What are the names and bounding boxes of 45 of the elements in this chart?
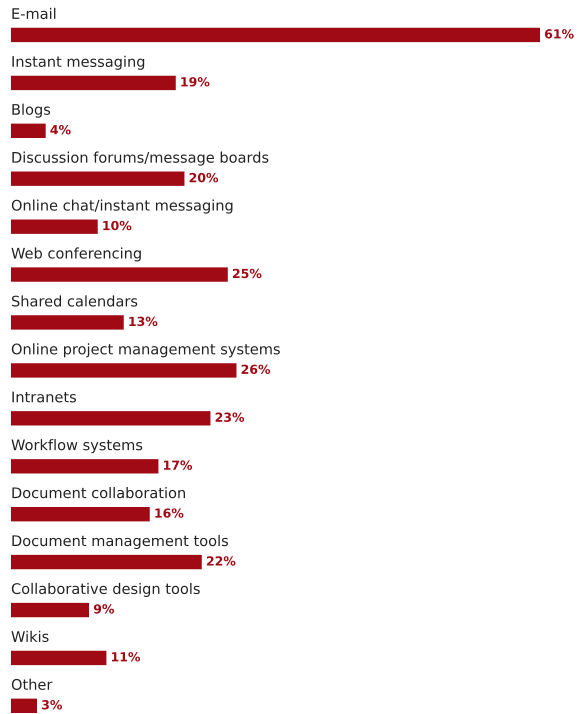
bar: [11, 315, 124, 330]
y-tick-label: Wikis: [11, 630, 49, 642]
data-label: 23%: [216, 412, 244, 422]
data-label: 25%: [232, 268, 262, 278]
y-tick-label: Workflow systems: [11, 439, 142, 454]
data-label: 19%: [181, 77, 210, 87]
y-tick-label: Collaborative design tools: [12, 582, 200, 597]
data-label: 13%: [129, 316, 158, 326]
data-label: 26%: [242, 364, 270, 374]
y-tick-label: Online chat/instant messaging: [12, 199, 232, 214]
data-label: 61%: [544, 29, 574, 39]
y-tick-label: Other: [12, 678, 52, 690]
bar: [11, 124, 46, 138]
data-label: 3%: [42, 700, 62, 710]
bar: [11, 267, 228, 282]
y-tick-label: Document collaboration: [12, 486, 185, 498]
y-tick-label: Intranets: [12, 392, 76, 402]
bar: [11, 219, 98, 234]
bar: [11, 363, 236, 378]
bar: [11, 28, 540, 42]
bar: [11, 172, 184, 186]
bar: [11, 698, 38, 714]
y-tick-label: Blogs: [12, 104, 50, 118]
bar: [11, 650, 106, 666]
y-tick-label: Instant messaging: [12, 56, 144, 70]
data-label: 9%: [94, 604, 114, 614]
y-tick-label: E-mail: [12, 8, 56, 20]
data-label: 16%: [155, 508, 184, 518]
y-tick-label: Online project management systems: [12, 343, 280, 358]
bar: [11, 602, 90, 618]
bar: [11, 411, 210, 426]
y-tick-label: Discussion forums/message boards: [12, 152, 268, 166]
bar: [11, 459, 158, 474]
data-label: 20%: [190, 172, 218, 182]
y-tick-label: Document management tools: [12, 534, 228, 550]
data-label: 11%: [112, 652, 140, 662]
bar: [11, 554, 202, 570]
bar: [11, 506, 150, 522]
data-label: 22%: [206, 556, 236, 566]
y-tick-label: Web conferencing: [11, 247, 141, 262]
y-tick-label: Shared calendars: [12, 295, 138, 307]
data-label: 4%: [50, 124, 71, 134]
bar: [11, 76, 176, 90]
data-label: 10%: [103, 220, 132, 230]
data-label: 17%: [164, 460, 192, 470]
